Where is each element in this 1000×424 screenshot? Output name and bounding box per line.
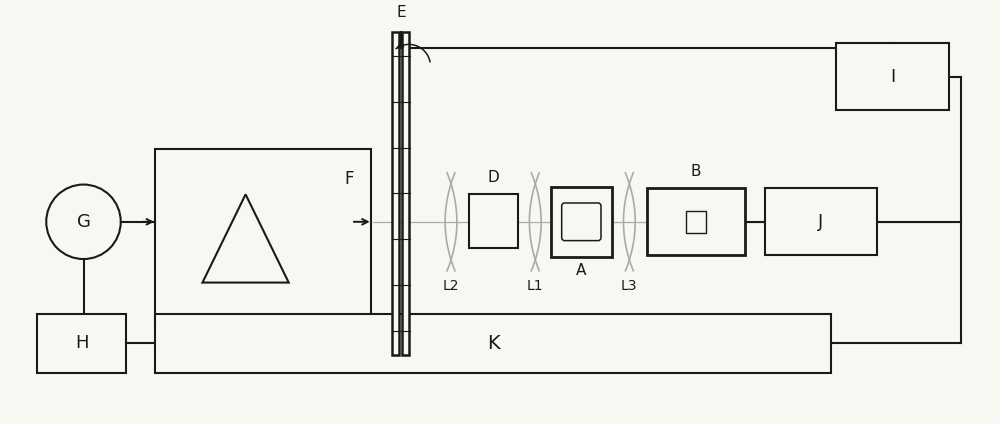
Bar <box>551 187 612 257</box>
Text: A: A <box>576 263 587 278</box>
Bar <box>647 189 745 255</box>
Text: K: K <box>487 334 499 353</box>
Text: L1: L1 <box>527 279 544 293</box>
Bar <box>392 32 399 355</box>
Text: B: B <box>691 164 701 179</box>
Bar <box>836 43 949 110</box>
Text: J: J <box>818 213 824 231</box>
Bar <box>155 314 831 373</box>
Text: L3: L3 <box>621 279 638 293</box>
Text: L2: L2 <box>443 279 459 293</box>
Text: G: G <box>77 213 90 231</box>
Text: D: D <box>487 170 499 184</box>
Text: E: E <box>396 5 406 20</box>
Bar <box>686 211 706 233</box>
Text: F: F <box>344 170 354 188</box>
Bar <box>469 194 518 248</box>
Bar <box>765 189 877 255</box>
Text: I: I <box>890 68 895 86</box>
Text: H: H <box>75 334 88 352</box>
Bar <box>37 314 126 373</box>
Bar <box>155 149 371 321</box>
Bar <box>402 32 409 355</box>
